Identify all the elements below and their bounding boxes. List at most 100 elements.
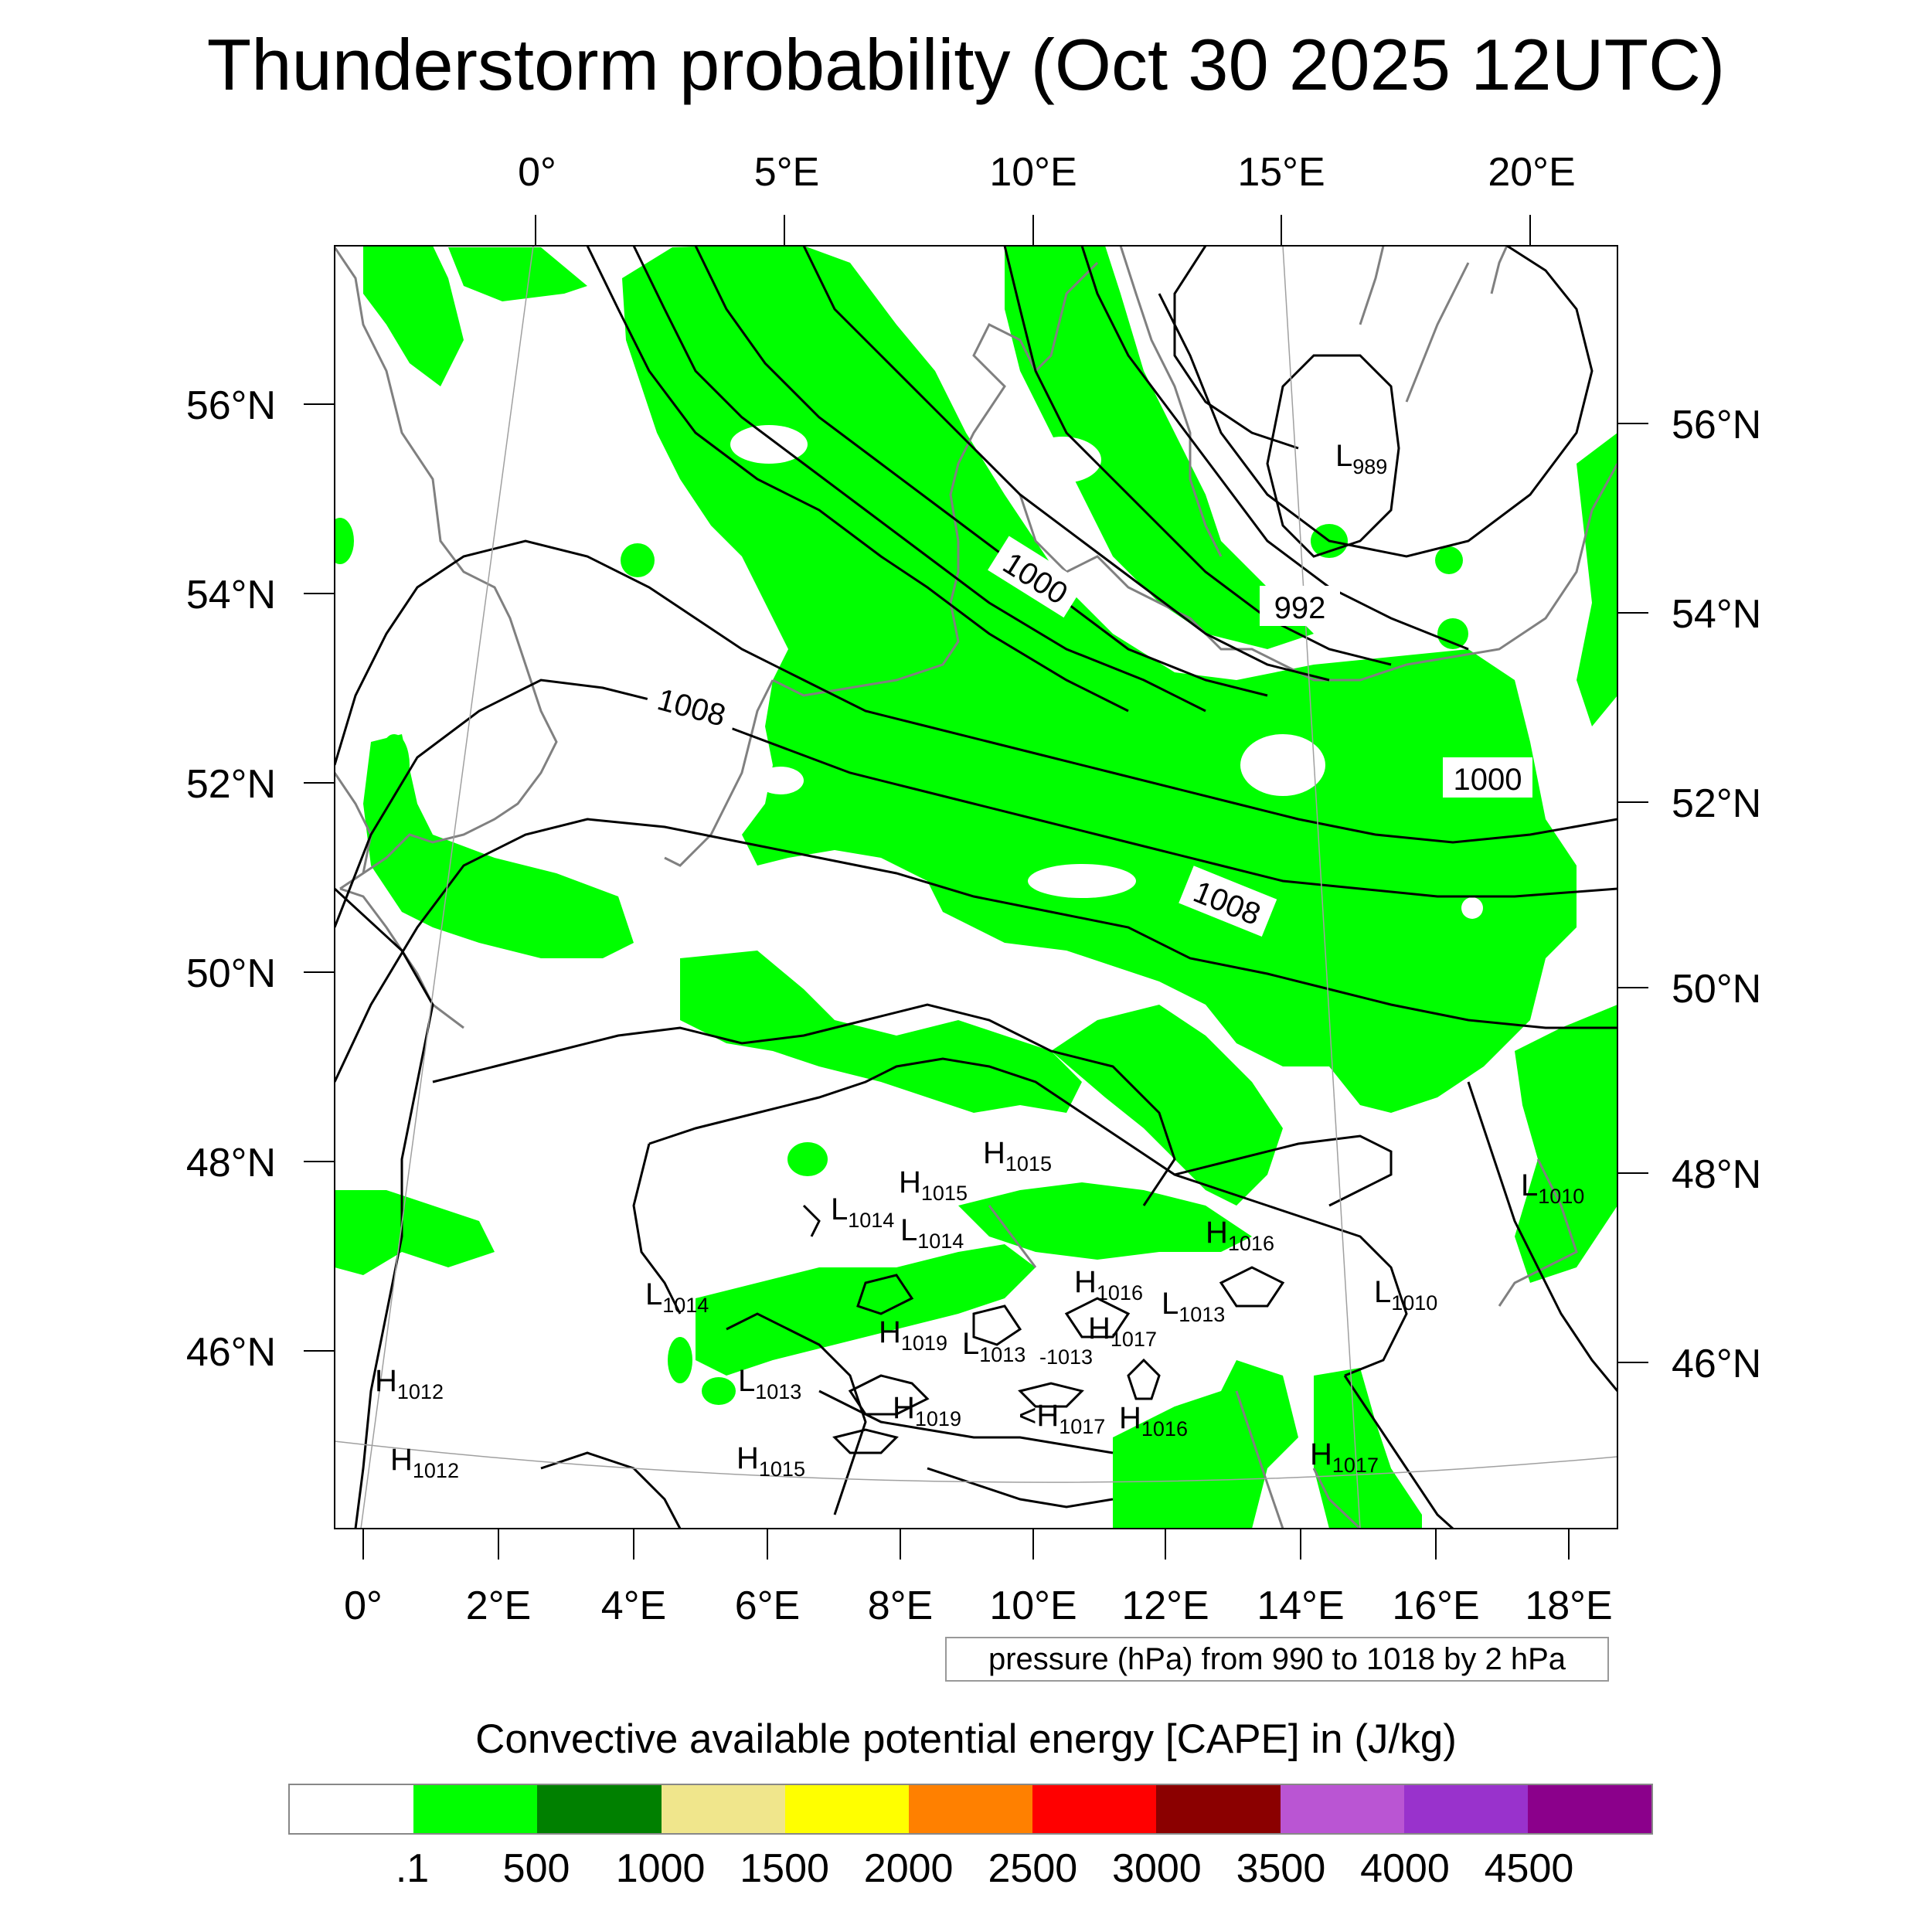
colorbar-swatch: [908, 1785, 1033, 1833]
bottom-lon-label: 4°E: [601, 1583, 666, 1628]
pressure-center-h1016: H1016: [1074, 1265, 1143, 1304]
svg-text:992: 992: [1274, 591, 1326, 625]
cape-area-uk: [363, 246, 464, 386]
colorbar-label: 1500: [740, 1846, 829, 1891]
pressure-center-h1019: H1019: [893, 1391, 961, 1430]
pressure-center-h1017: <H1017: [1019, 1399, 1105, 1438]
cape-hole: [757, 767, 804, 794]
map-frame: [334, 245, 1618, 1529]
cape-blob: [1435, 546, 1463, 574]
pressure-center-l1013: L1013: [962, 1327, 1026, 1366]
pressure-center-l1013: L1013: [1162, 1287, 1225, 1326]
cape-blob: [1437, 618, 1468, 649]
colorbar-labels: .1 500 1000 1500 2000 2500 3000 3500 400…: [288, 1845, 1653, 1900]
pressure-center-h1016: H1016: [1119, 1401, 1188, 1440]
cape-area-northeast: [1005, 246, 1314, 649]
pressure-center-l1014: L1014: [645, 1277, 709, 1317]
pressure-center-l1013: -1013: [1039, 1345, 1093, 1369]
left-lat-label: 52°N: [186, 762, 276, 807]
right-lat-label: 56°N: [1672, 403, 1761, 447]
pressure-center-h1017: H1017: [1088, 1311, 1157, 1351]
bottom-lon-label: 16°E: [1392, 1583, 1479, 1628]
pressure-center-h1016: H1016: [1206, 1216, 1274, 1255]
right-latitude-axis: [1617, 423, 1648, 1363]
bottom-lon-label: 6°E: [735, 1583, 800, 1628]
right-lat-label: 54°N: [1672, 592, 1761, 637]
bottom-lon-label: 8°E: [868, 1583, 933, 1628]
cape-area-adriatic: [1314, 1368, 1422, 1529]
right-lat-label: 46°N: [1672, 1342, 1761, 1386]
cape-hole: [1461, 897, 1483, 919]
left-lat-label: 56°N: [186, 383, 276, 428]
colorbar-label: 2000: [863, 1846, 954, 1891]
left-lat-label: 54°N: [186, 573, 276, 617]
pressure-center-h1015: H1015: [899, 1165, 968, 1205]
coastlines: [335, 246, 1617, 1529]
cape-hole: [1240, 734, 1325, 796]
pressure-center-h1015: H1015: [983, 1136, 1052, 1175]
cape-blob: [621, 543, 655, 577]
page-title: Thunderstorm probability (Oct 30 2025 12…: [206, 24, 1726, 105]
contour-label-1000-e: 1000: [1443, 757, 1532, 798]
colorbar-label: 4000: [1360, 1846, 1450, 1891]
pressure-center-h1017: H1017: [1310, 1437, 1379, 1477]
bottom-lon-label: 2°E: [466, 1583, 531, 1628]
cape-area-italy-north: [1113, 1360, 1298, 1529]
cape-hole: [1024, 437, 1101, 483]
cape-area-alps-west: [696, 1244, 1036, 1376]
cape-area-north-sea-west: [448, 247, 587, 301]
contour-label-992: 992: [1260, 586, 1340, 626]
top-lon-label: 20°E: [1488, 150, 1575, 195]
bottom-lon-label: 18°E: [1525, 1583, 1612, 1628]
cape-hole: [730, 425, 808, 464]
left-lat-label: 48°N: [186, 1141, 276, 1185]
left-latitude-axis: [304, 403, 335, 1352]
cape-blob: [702, 1377, 736, 1405]
cape-hole: [1028, 864, 1136, 898]
cape-area-west-france: [335, 1190, 495, 1275]
pressure-center-l1013: L1013: [738, 1364, 801, 1403]
colorbar-label: 3000: [1112, 1846, 1202, 1891]
cape-area-germany-south: [1051, 1005, 1283, 1206]
pressure-center-l1014: L1014: [831, 1192, 894, 1232]
colorbar-swatch: [1403, 1785, 1528, 1833]
colorbar-label: 3500: [1236, 1846, 1326, 1891]
cape-blob: [787, 1142, 828, 1176]
isobars: [335, 246, 1617, 1529]
colorbar-label: 1000: [615, 1846, 706, 1891]
cape-area-alps-east: [958, 1182, 1252, 1260]
top-longitude-axis: [535, 215, 1531, 246]
top-lon-label: 5°E: [754, 150, 819, 195]
colorbar-swatch: [537, 1785, 662, 1833]
pressure-center-l1014: L1014: [900, 1213, 964, 1253]
cape-area-main-band: [622, 246, 1577, 1113]
svg-text:1000: 1000: [1454, 763, 1522, 797]
pressure-center-h1015: H1015: [736, 1441, 805, 1481]
cape-area-east-poland: [1515, 1005, 1617, 1283]
colorbar-swatch: [413, 1785, 538, 1833]
colorbar-swatch: [1280, 1785, 1404, 1833]
map-content: 1000 992 1008 1000 1008 L989 H1015 H1015…: [335, 246, 1617, 1529]
colorbar-swatch: [661, 1785, 785, 1833]
colorbar-swatch: [290, 1785, 414, 1833]
top-lon-label: 0°: [518, 150, 556, 195]
bottom-lon-label: 0°: [344, 1583, 383, 1628]
colorbar-swatch: [1527, 1785, 1652, 1833]
bottom-lon-label: 14°E: [1257, 1583, 1344, 1628]
pressure-center-l1010: L1010: [1374, 1275, 1437, 1315]
top-lon-label: 10°E: [989, 150, 1077, 195]
right-lat-label: 50°N: [1672, 967, 1761, 1012]
pressure-center-h1019: H1019: [879, 1315, 947, 1355]
cape-area-east-edge: [1577, 433, 1617, 726]
bottom-lon-label: 10°E: [989, 1583, 1077, 1628]
cape-blob: [335, 518, 354, 564]
colorbar-label: 500: [502, 1846, 570, 1891]
bottom-lon-label: 12°E: [1121, 1583, 1209, 1628]
left-lat-label: 46°N: [186, 1330, 276, 1375]
cape-blob: [379, 734, 410, 796]
cape-blob: [668, 1337, 692, 1383]
pressure-center-h1012: H1012: [390, 1443, 459, 1482]
top-lon-label: 15°E: [1237, 150, 1325, 195]
cape-area-france-north: [680, 951, 1082, 1113]
